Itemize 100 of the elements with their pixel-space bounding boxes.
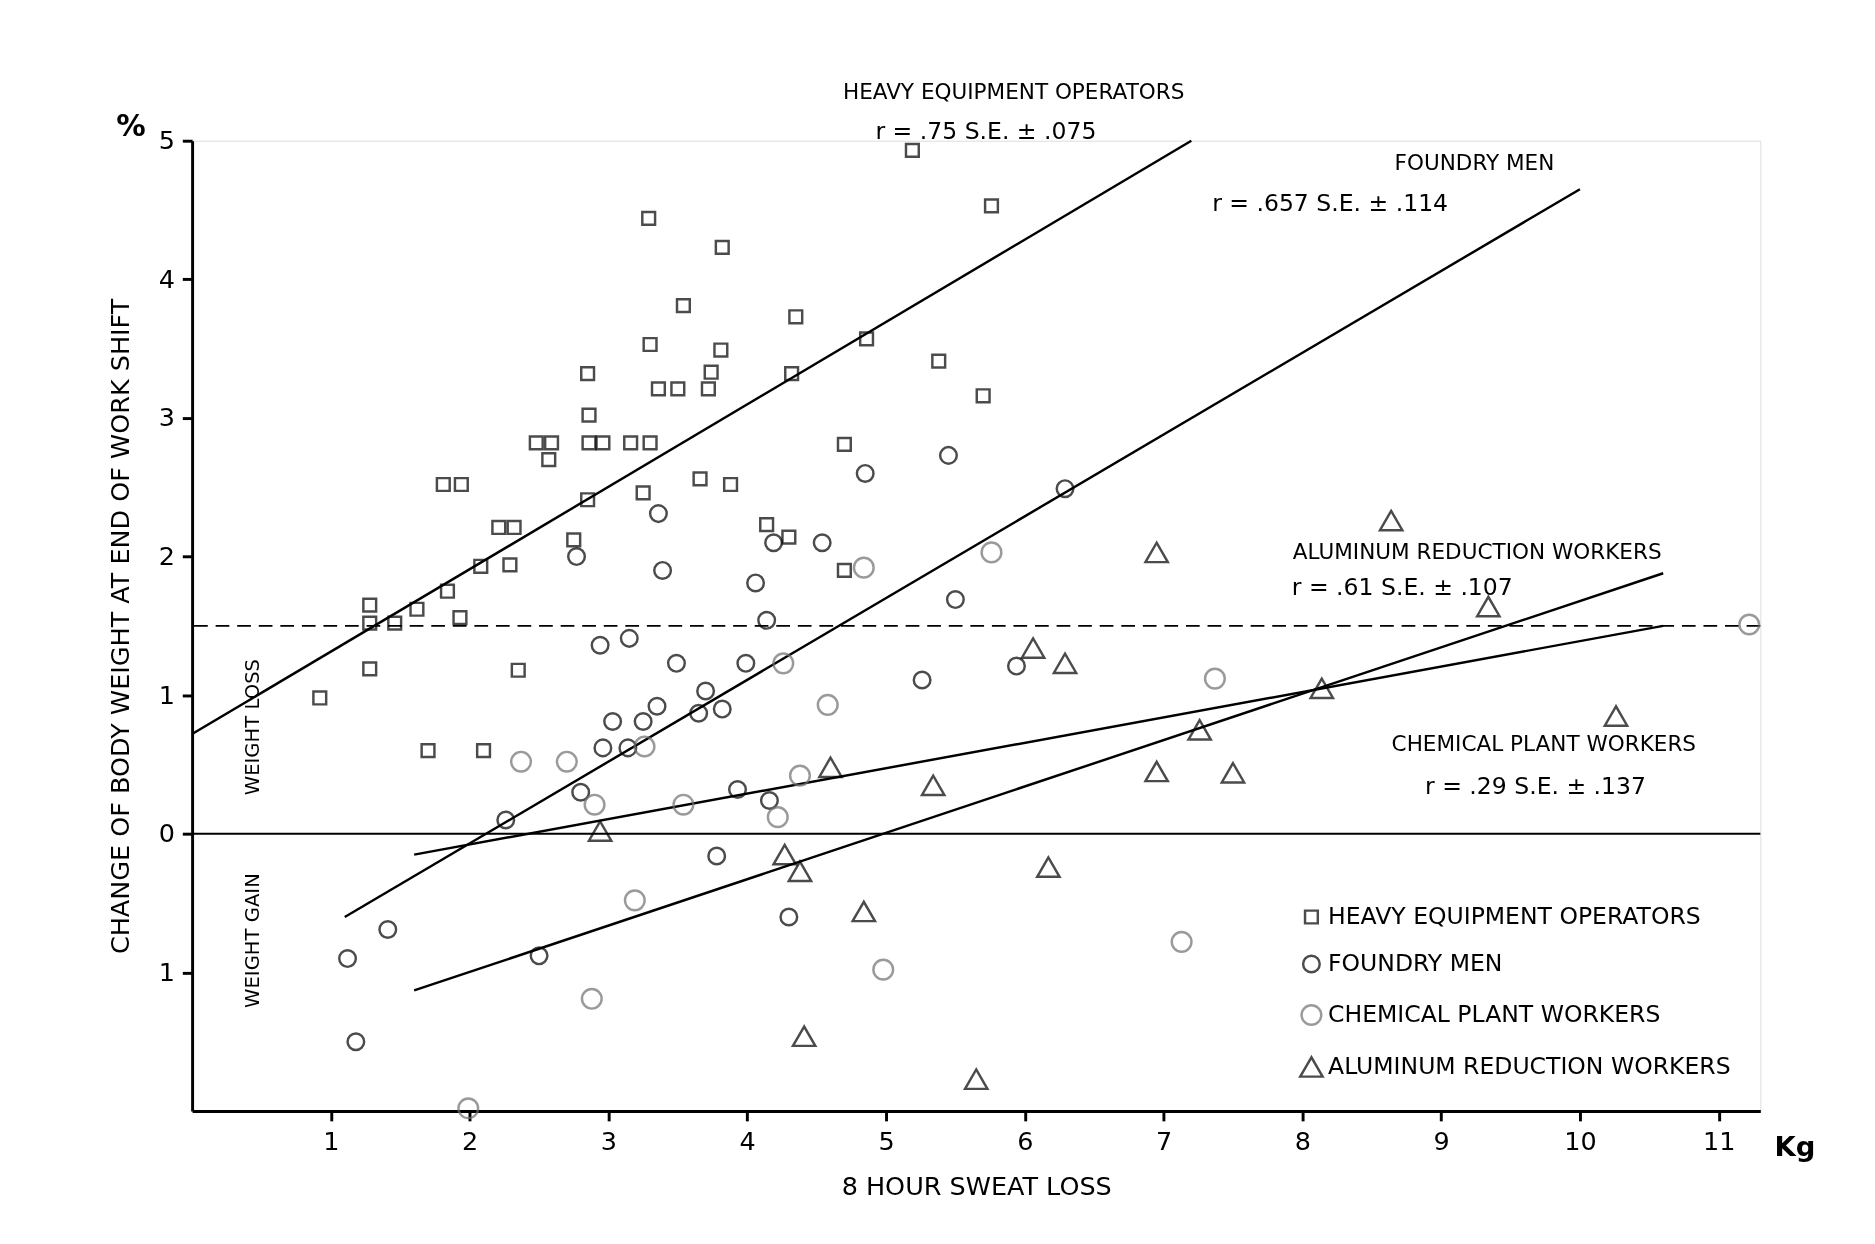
x-tick-label: 8 <box>1294 1125 1311 1156</box>
point <box>580 492 596 508</box>
x-tick-label: 11 <box>1702 1125 1736 1156</box>
annotation: r = .29 S.E. ± .137 <box>1425 771 1646 800</box>
point <box>759 517 775 533</box>
legend-label: ALUMINUM REDUCTION WORKERS <box>1328 1051 1731 1080</box>
point <box>759 791 779 811</box>
point <box>529 946 549 966</box>
point <box>727 779 748 799</box>
point <box>387 615 403 631</box>
point <box>528 435 544 451</box>
point <box>510 662 526 678</box>
point <box>746 573 766 593</box>
text: HEAVY EQUIPMENT OPERATORS <box>842 79 1185 105</box>
point <box>595 435 611 451</box>
point <box>851 900 877 923</box>
point <box>362 661 378 677</box>
point <box>812 533 832 553</box>
point <box>338 949 358 969</box>
point <box>713 342 729 358</box>
point <box>788 764 812 787</box>
point <box>672 793 695 816</box>
point <box>1220 761 1246 784</box>
point <box>1378 509 1404 532</box>
point <box>787 860 813 883</box>
point <box>1475 595 1501 618</box>
point <box>571 782 591 802</box>
point <box>696 681 716 701</box>
legend-label: CHEMICAL PLANT WORKERS <box>1328 999 1661 1028</box>
point <box>980 541 1003 564</box>
point <box>1055 479 1075 499</box>
point <box>772 652 795 675</box>
x-tick-label: 6 <box>1017 1125 1034 1156</box>
point <box>641 210 657 226</box>
point <box>619 628 639 648</box>
point <box>945 590 965 610</box>
point <box>346 1032 366 1052</box>
point <box>707 846 727 866</box>
point <box>580 365 596 382</box>
point <box>581 407 597 423</box>
annotation: CHEMICAL PLANT WORKERS <box>1391 730 1697 756</box>
x-tick-label: 7 <box>1155 1125 1173 1156</box>
point <box>700 381 716 397</box>
legend-label: FOUNDRY MEN <box>1328 948 1503 977</box>
point <box>670 381 686 397</box>
point <box>1187 718 1213 741</box>
x-tick-label: 10 <box>1564 1125 1597 1156</box>
point <box>712 699 732 719</box>
x-tick-label: 4 <box>739 1125 756 1156</box>
point <box>506 519 522 536</box>
point <box>633 712 653 732</box>
point <box>593 738 613 758</box>
x-tick-label: 3 <box>600 1125 618 1156</box>
point <box>703 364 719 380</box>
point <box>689 703 709 723</box>
y-axis-title: CHANGE OF BODY WEIGHT AT END OF WORK SHIFT <box>105 298 136 955</box>
y-tick-label: 3 <box>158 402 175 433</box>
point <box>587 820 613 842</box>
point <box>818 756 843 779</box>
y-tick-label: 5 <box>158 125 175 156</box>
point <box>938 445 958 465</box>
point <box>312 690 328 706</box>
annotation: r = .657 S.E. ± .114 <box>1212 189 1449 218</box>
point <box>757 610 777 630</box>
point <box>779 907 799 927</box>
point <box>496 810 516 830</box>
point <box>642 435 658 451</box>
point <box>647 696 667 716</box>
y-tick-label: 4 <box>158 263 175 294</box>
point <box>452 609 468 626</box>
point <box>457 1097 480 1120</box>
point <box>714 239 730 256</box>
point <box>931 353 947 369</box>
y-tick-label: 1 <box>158 679 175 710</box>
point <box>566 532 582 548</box>
point <box>1020 637 1046 659</box>
point <box>473 558 489 574</box>
point <box>1052 652 1078 675</box>
point <box>648 504 668 524</box>
point <box>567 547 587 567</box>
point <box>872 958 895 981</box>
annotation: FOUNDRY MEN <box>1394 149 1555 175</box>
point <box>692 471 708 487</box>
point <box>491 519 507 536</box>
point <box>675 298 692 314</box>
x-tick-label: 2 <box>462 1125 479 1156</box>
annotation: WEIGHT GAIN <box>241 873 265 1008</box>
legend-label: HEAVY EQUIPMENT OPERATORS <box>1328 901 1701 930</box>
point <box>580 987 603 1010</box>
point <box>781 529 797 545</box>
x-tick-label: 9 <box>1433 1125 1450 1156</box>
annotation: ALUMINUM REDUCTION WORKERS <box>1292 539 1662 565</box>
text: Kg <box>1774 1131 1816 1163</box>
point <box>920 774 946 797</box>
point <box>836 436 852 452</box>
point <box>1203 667 1226 690</box>
point <box>543 435 560 451</box>
point <box>362 597 378 613</box>
y-tick-label: 0 <box>158 818 175 849</box>
point <box>784 365 800 382</box>
